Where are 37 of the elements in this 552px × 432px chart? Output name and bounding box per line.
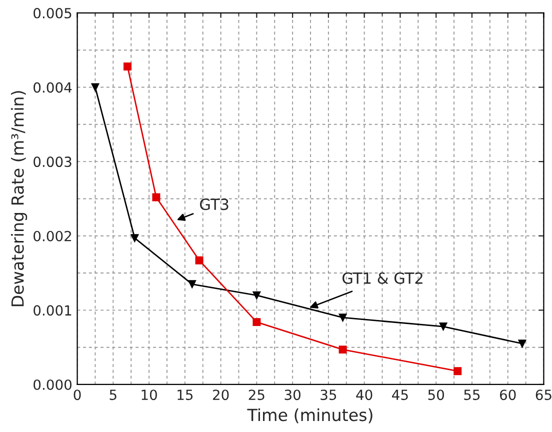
- y-tick-label: 0.004: [34, 82, 72, 93]
- point: [124, 62, 132, 70]
- annotation: GT3: [200, 198, 228, 210]
- x-tick-label: 35: [320, 390, 336, 400]
- x-tick-label: 55: [464, 390, 480, 400]
- x-tick-label: 20: [212, 390, 229, 400]
- point: [518, 340, 526, 348]
- point: [454, 367, 462, 376]
- y-tick-label: 0.003: [34, 156, 72, 168]
- x-tick-label: 5: [110, 390, 116, 400]
- x-tick-label: 45: [392, 390, 408, 400]
- annotation: GT1 & GT2: [342, 272, 422, 284]
- point: [338, 346, 347, 354]
- point: [130, 234, 139, 242]
- point: [338, 314, 347, 322]
- y-tick-label: 0.005: [34, 8, 72, 18]
- point: [91, 83, 100, 92]
- x-axis-title: Time (minutes): [247, 408, 372, 424]
- x-tick-label: 30: [284, 390, 300, 400]
- x-tick-label: 50: [428, 390, 444, 400]
- x-tick-label: 15: [178, 390, 193, 400]
- y-tick-label: 0.001: [34, 305, 72, 316]
- x-tick-label: 25: [248, 390, 264, 400]
- point: [195, 256, 204, 264]
- point: [152, 193, 160, 202]
- x-tick-label: 10: [142, 390, 157, 400]
- x-tick-label: 40: [356, 390, 372, 400]
- y-axis-title: Dewatering Rate (m³/min): [10, 91, 28, 306]
- point: [252, 291, 261, 300]
- x-tick-label: 60: [500, 390, 516, 400]
- point: [188, 280, 196, 288]
- y-tick-label: 0.000: [34, 379, 72, 390]
- x-tick-label: 0: [74, 390, 81, 400]
- point: [439, 322, 448, 331]
- point: [252, 318, 261, 326]
- x-tick-label: 65: [536, 390, 552, 400]
- y-tick-label: 0.002: [34, 230, 72, 242]
